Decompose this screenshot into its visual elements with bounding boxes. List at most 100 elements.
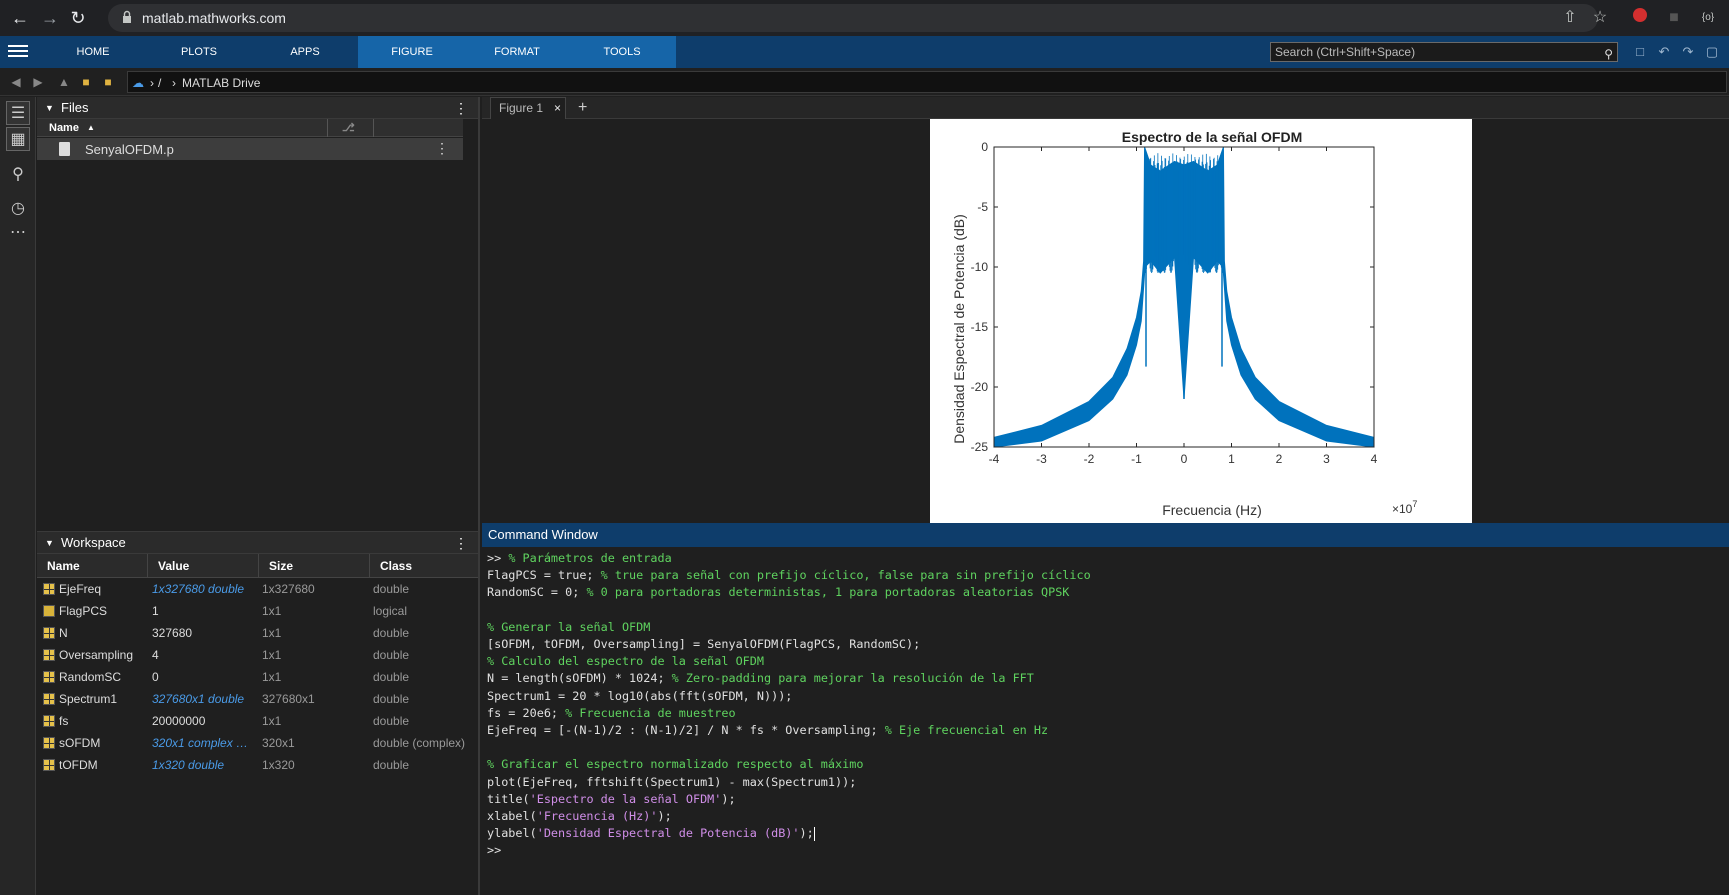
search-icon[interactable]: ⚲ — [1604, 47, 1613, 61]
p-file-icon — [59, 142, 70, 156]
ws-col-class[interactable]: Class — [380, 559, 413, 573]
back-icon[interactable]: ← — [11, 8, 29, 28]
command-text-segment: % Zero-padding para mejorar la resolució… — [671, 671, 1034, 686]
text-cursor — [813, 826, 815, 841]
url-text: matlab.mathworks.com — [142, 10, 286, 26]
add-figure-icon[interactable]: + — [578, 99, 588, 116]
var-value: 320x1 complex d... — [152, 736, 252, 750]
command-text-segment: % Generar la señal OFDM — [487, 619, 651, 634]
matrix-variable-icon — [43, 715, 55, 727]
command-text-segment: % Graficar el espectro normalizado respe… — [487, 757, 864, 772]
files-menu-icon[interactable]: ⋮ — [454, 100, 468, 116]
tab-plots[interactable]: PLOTS — [180, 46, 218, 58]
var-name: N — [59, 626, 68, 640]
collapse-caret-icon[interactable]: ▼ — [45, 103, 54, 113]
var-class: logical — [373, 604, 408, 618]
extension-code-icon[interactable]: {o} — [1701, 12, 1715, 23]
workspace-row[interactable]: sOFDM 320x1 complex d... 320x1 double (comp… — [37, 732, 478, 754]
window-layout-icon[interactable]: ▢ — [1705, 44, 1719, 59]
var-value: 4 — [152, 648, 159, 662]
var-value: 1 — [152, 604, 159, 618]
command-text-segment: 'Espectro de la señal OFDM' — [529, 791, 722, 806]
close-icon[interactable]: × — [553, 101, 561, 115]
workspace-row[interactable]: FlagPCS 1 1x1 logical — [37, 600, 478, 622]
path-address[interactable]: ☁ › / › MATLAB Drive — [127, 71, 1727, 93]
bookmark-star-icon[interactable]: ☆ — [1592, 9, 1608, 26]
back-folder-icon[interactable]: ◀ — [11, 75, 21, 89]
command-text-segment: ); — [657, 809, 672, 824]
command-text-segment: ); — [721, 791, 736, 806]
collapse-caret-icon[interactable]: ▼ — [45, 538, 54, 548]
var-name: Oversampling — [59, 648, 134, 662]
ws-col-value[interactable]: Value — [148, 554, 259, 578]
extension-stop-icon[interactable] — [1630, 8, 1650, 28]
tab-format[interactable]: FORMAT — [466, 36, 568, 68]
side-rail: ☰ ▦ ⚲ ◷ ⋯ — [0, 97, 36, 895]
tab-apps[interactable]: APPS — [290, 46, 320, 58]
tab-figure-1[interactable]: Figure 1 × — [490, 97, 566, 119]
figure-canvas[interactable]: Espectro de la señal OFDM Frecuencia (Hz… — [930, 119, 1472, 523]
reload-icon[interactable]: ↻ — [70, 8, 86, 28]
share-icon[interactable]: ⇧ — [1563, 9, 1577, 26]
spectrum-chart[interactable]: Espectro de la señal OFDM Frecuencia (Hz… — [930, 119, 1472, 523]
command-text-segment: fs = 20e6; — [487, 705, 566, 720]
command-text-segment: % Calculo del espectro de la señal OFDM — [487, 654, 764, 669]
ws-col-name[interactable]: Name — [37, 554, 148, 578]
search-input[interactable]: Search (Ctrl+Shift+Space) ⚲ — [1270, 42, 1618, 62]
name-column-header[interactable]: Name — [49, 122, 79, 134]
command-window-header: Command Window — [482, 523, 1729, 547]
tab-tools[interactable]: TOOLS — [568, 36, 676, 68]
sort-up-icon[interactable]: ▲ — [87, 123, 95, 132]
command-window[interactable]: Command Window >> % Parámetros de entrad… — [482, 523, 1729, 895]
path-root[interactable]: / — [158, 76, 162, 90]
workspace-row[interactable]: Oversampling 4 1x1 double — [37, 644, 478, 666]
address-bar[interactable]: matlab.mathworks.com — [108, 4, 1598, 32]
var-name: sOFDM — [59, 736, 101, 750]
command-text-segment: 'Frecuencia (Hz)' — [536, 809, 658, 824]
var-name: EjeFreq — [59, 582, 102, 596]
figure-panel: Figure 1 × + Espectro de la señal OFDM F… — [482, 97, 1729, 523]
command-line: >> % Parámetros de entrada — [487, 550, 1724, 567]
command-history-icon[interactable]: ◷ — [11, 200, 25, 217]
redo-icon[interactable]: ↷ — [1682, 44, 1694, 59]
workspace-panel-icon[interactable]: ▦ — [6, 127, 30, 151]
workspace-row[interactable]: tOFDM 1x320 double 1x320 double — [37, 754, 478, 776]
up-folder-icon[interactable]: ▲ — [58, 75, 70, 89]
var-class: double — [373, 670, 410, 684]
command-window-text[interactable]: >> % Parámetros de entrada FlagPCS = true… — [482, 547, 1729, 863]
hamburger-menu-icon[interactable] — [8, 42, 28, 62]
file-menu-icon[interactable]: ⋮ — [435, 140, 449, 156]
y-tick-label: -5 — [977, 200, 988, 214]
matrix-variable-icon — [43, 759, 55, 771]
workspace-row[interactable]: EjeFreq 1x327680 double 1x327680 double — [37, 578, 478, 600]
more-options-icon[interactable]: ⋯ — [10, 224, 26, 241]
workspace-row[interactable]: fs 20000000 1x1 double — [37, 710, 478, 732]
command-line: % Generar la señal OFDM — [487, 619, 1724, 636]
workspace-row[interactable]: N 327680 1x1 double — [37, 622, 478, 644]
browse-folder-icon[interactable]: ■ — [82, 75, 90, 89]
forward-icon[interactable]: → — [41, 8, 59, 28]
workspace-row[interactable]: Spectrum1 327680x1 double 327680x1 double — [37, 688, 478, 710]
extension-icon[interactable]: ■ — [1669, 9, 1679, 26]
command-line: FlagPCS = true; % true para señal con pr… — [487, 567, 1724, 584]
tab-home[interactable]: HOME — [76, 46, 110, 58]
save-icon[interactable]: □ — [1636, 44, 1644, 59]
tab-figure[interactable]: FIGURE — [358, 36, 466, 68]
var-size: 327680x1 — [262, 692, 315, 706]
file-row[interactable]: SenyalOFDM.p ⋮ — [37, 138, 463, 160]
var-size: 1x1 — [262, 626, 282, 640]
files-column-header: Name ▲ ⎇ — [37, 119, 463, 137]
find-files-icon[interactable]: ⚲ — [12, 166, 24, 183]
file-name: SenyalOFDM.p — [85, 142, 174, 157]
search-folder-icon[interactable]: ■ — [104, 75, 112, 89]
var-size: 320x1 — [262, 736, 295, 750]
var-size: 1x1 — [262, 648, 282, 662]
workspace-row[interactable]: RandomSC 0 1x1 double — [37, 666, 478, 688]
forward-folder-icon[interactable]: ▶ — [33, 75, 43, 89]
path-drive[interactable]: MATLAB Drive — [182, 76, 261, 90]
files-panel-icon[interactable]: ☰ — [6, 101, 30, 125]
undo-icon[interactable]: ↶ — [1658, 44, 1670, 59]
ws-col-size[interactable]: Size — [259, 554, 370, 578]
workspace-menu-icon[interactable]: ⋮ — [454, 535, 468, 551]
command-text-segment: % Parámetros de entrada — [508, 551, 672, 565]
